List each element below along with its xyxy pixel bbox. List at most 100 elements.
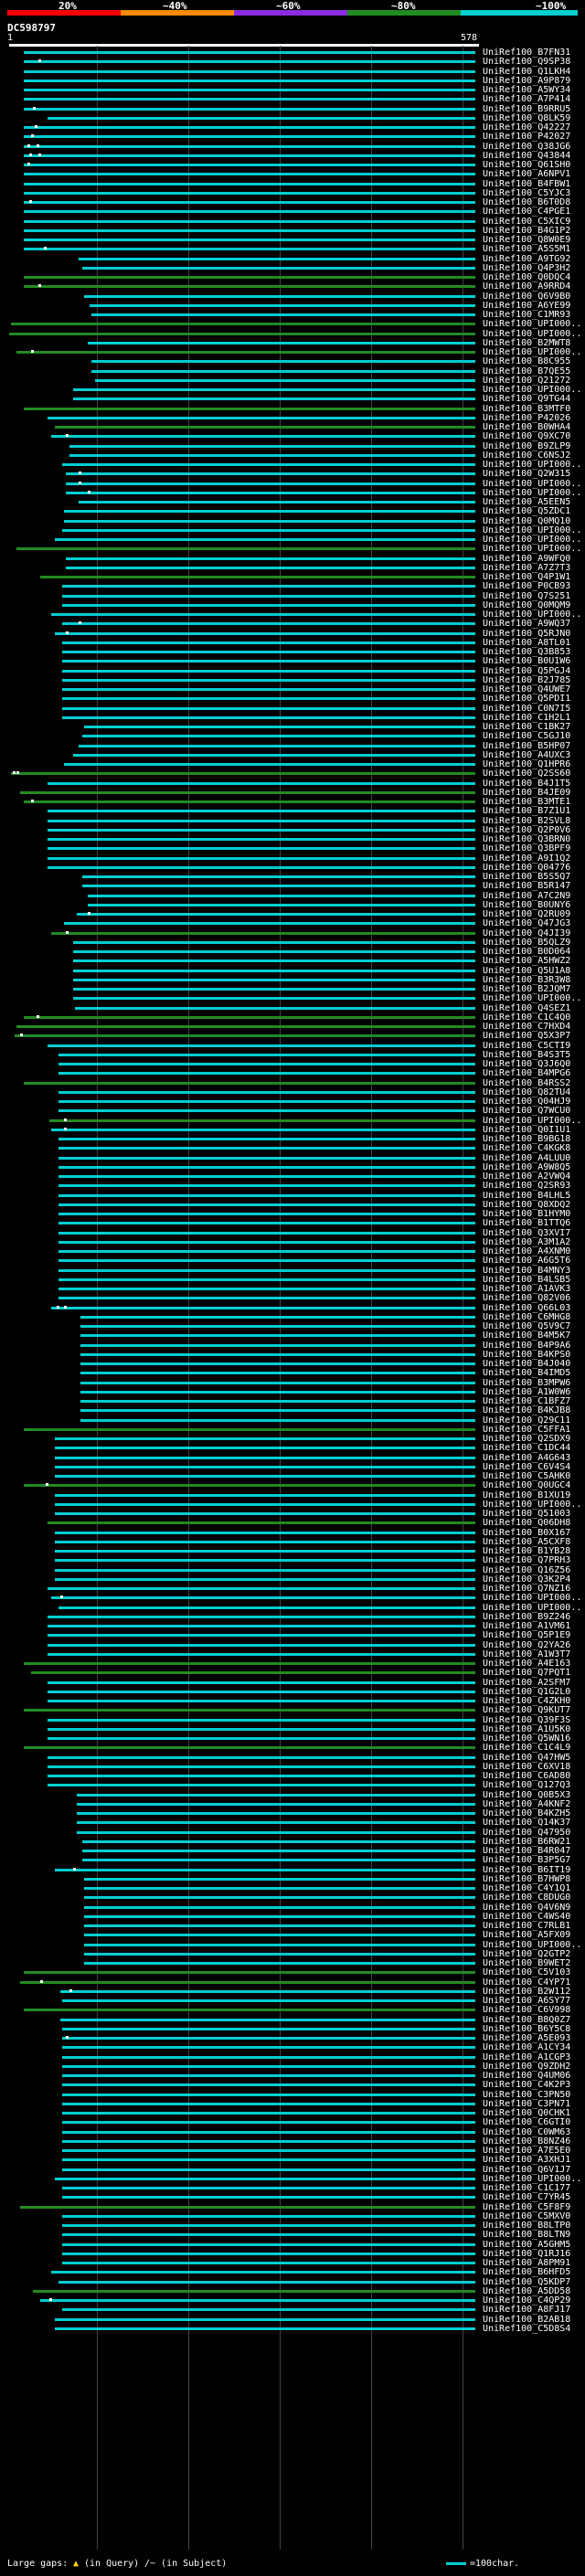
hit-label[interactable]: UniRef100_B8NZ46 (483, 2136, 571, 2147)
hit-row[interactable]: UniRef100_UPI000.. (0, 347, 585, 357)
hit-label[interactable]: UniRef100_Q43844 (483, 150, 571, 161)
hit-label[interactable]: UniRef100_C1BK27 (483, 722, 571, 732)
hit-row[interactable]: UniRef100_B6T0D8 (0, 197, 585, 207)
hit-row[interactable]: UniRef100_A8PM91 (0, 2258, 585, 2268)
hit-row[interactable]: UniRef100_Q6V9B0 (0, 292, 585, 302)
hit-label[interactable]: UniRef100_UPI000.. (483, 385, 582, 395)
hit-label[interactable]: UniRef100_A4LUU0 (483, 1152, 571, 1163)
hit-label[interactable]: UniRef100_Q7S251 (483, 590, 571, 601)
hit-label[interactable]: UniRef100_A5DD58 (483, 2285, 571, 2296)
hit-label[interactable]: UniRef100_B4MPG6 (483, 1068, 571, 1079)
hit-row[interactable]: UniRef100_Q38JG6 (0, 142, 585, 152)
hit-row[interactable]: UniRef100_Q21272 (0, 376, 585, 386)
hit-row[interactable]: UniRef100_Q4P3H2 (0, 263, 585, 273)
hit-row[interactable]: UniRef100_Q7PRH3 (0, 1555, 585, 1565)
hit-label[interactable]: UniRef100_B0U1W6 (483, 656, 571, 667)
hit-label[interactable]: UniRef100_A4E163 (483, 1659, 571, 1669)
hit-label[interactable]: UniRef100_B9BG18 (483, 1134, 571, 1144)
hit-label[interactable]: UniRef100_UPI000.. (483, 347, 582, 357)
hit-label[interactable]: UniRef100_UPI000.. (483, 478, 582, 489)
hit-row[interactable]: UniRef100_UPI000.. (0, 544, 585, 554)
hit-row[interactable]: UniRef100_A4E163 (0, 1659, 585, 1669)
hit-row[interactable]: UniRef100_A5S5M1 (0, 244, 585, 254)
hit-row[interactable]: UniRef100_B6Y5C8 (0, 2024, 585, 2034)
hit-row[interactable]: UniRef100_B6IT19 (0, 1865, 585, 1875)
hit-label[interactable]: UniRef100_C5AHK0 (483, 1471, 571, 1481)
hit-label[interactable]: UniRef100_C1C4Q0 (483, 1012, 571, 1023)
hit-row[interactable]: UniRef100_Q2SS60 (0, 769, 585, 779)
hit-row[interactable]: UniRef100_A6YE99 (0, 301, 585, 311)
hit-label[interactable]: UniRef100_B4KPS0 (483, 1349, 571, 1360)
hit-label[interactable]: UniRef100_C6XV18 (483, 1761, 571, 1772)
hit-label[interactable]: UniRef100_Q2W315 (483, 469, 571, 480)
hit-row[interactable]: UniRef100_B9Z246 (0, 1612, 585, 1622)
hit-label[interactable]: UniRef100_A6NPV1 (483, 169, 571, 180)
hit-label[interactable]: UniRef100_Q0MQM9 (483, 599, 571, 610)
hit-label[interactable]: UniRef100_Q1RJ16 (483, 2248, 571, 2259)
hit-row[interactable]: UniRef100_UPI000.. (0, 1940, 585, 1950)
hit-label[interactable]: UniRef100_C4YP71 (483, 1977, 571, 1988)
hit-label[interactable]: UniRef100_A9RRD4 (483, 281, 571, 292)
hit-label[interactable]: UniRef100_Q6V1J7 (483, 2164, 571, 2175)
hit-label[interactable]: UniRef100_Q8XDQ2 (483, 1199, 571, 1210)
hit-row[interactable]: UniRef100_Q3J6Q0 (0, 1059, 585, 1069)
hit-row[interactable]: UniRef100_C1C177 (0, 2183, 585, 2193)
hit-label[interactable]: UniRef100_A9P879 (483, 75, 571, 86)
hit-label[interactable]: UniRef100_UPI000.. (483, 1593, 582, 1604)
hit-row[interactable]: UniRef100_Q16Z56 (0, 1565, 585, 1575)
hit-label[interactable]: UniRef100_B2SVL8 (483, 815, 571, 826)
hit-label[interactable]: UniRef100_Q9XC70 (483, 431, 571, 442)
hit-label[interactable]: UniRef100_P42026 (483, 412, 571, 423)
hit-label[interactable]: UniRef100_B5HP07 (483, 740, 571, 751)
hit-label[interactable]: UniRef100_Q04HJ9 (483, 1097, 571, 1107)
hit-label[interactable]: UniRef100_B1HYM0 (483, 1209, 571, 1219)
hit-row[interactable]: UniRef100_C4KGK8 (0, 1143, 585, 1153)
hit-label[interactable]: UniRef100_A1CY34 (483, 2042, 571, 2053)
hit-label[interactable]: UniRef100_C0WM63 (483, 2126, 571, 2137)
hit-row[interactable]: UniRef100_UPI000.. (0, 535, 585, 545)
hit-row[interactable]: UniRef100_Q3B853 (0, 647, 585, 657)
hit-label[interactable]: UniRef100_A8TL01 (483, 637, 571, 648)
hit-row[interactable]: UniRef100_UPI000.. (0, 993, 585, 1003)
hit-label[interactable]: UniRef100_A5CXF8 (483, 1536, 571, 1547)
hit-row[interactable]: UniRef100_B4KPS0 (0, 1350, 585, 1360)
hit-label[interactable]: UniRef100_B4RSS2 (483, 1077, 571, 1088)
hit-row[interactable]: UniRef100_A1U5K0 (0, 1724, 585, 1734)
hit-label[interactable]: UniRef100_C3PN50 (483, 2089, 571, 2100)
hit-label[interactable]: UniRef100_Q5PGJ4 (483, 665, 571, 676)
hit-label[interactable]: UniRef100_B4M5K7 (483, 1330, 571, 1341)
hit-row[interactable]: UniRef100_A5WY34 (0, 85, 585, 95)
hit-label[interactable]: UniRef100_B9Z246 (483, 1611, 571, 1622)
hit-row[interactable]: UniRef100_Q51003 (0, 1509, 585, 1519)
hit-row[interactable]: UniRef100_B0UNY6 (0, 900, 585, 910)
hit-row[interactable]: UniRef100_A1CY34 (0, 2042, 585, 2052)
hit-label[interactable]: UniRef100_Q2P0V6 (483, 824, 571, 835)
hit-row[interactable]: UniRef100_A9WFQ0 (0, 554, 585, 564)
hit-label[interactable]: UniRef100_Q3BPF9 (483, 843, 571, 854)
hit-row[interactable]: UniRef100_C1BK27 (0, 722, 585, 732)
hit-row[interactable]: UniRef100_Q3BPF9 (0, 843, 585, 853)
hit-label[interactable]: UniRef100_UPI000.. (483, 1499, 582, 1510)
hit-label[interactable]: UniRef100_B4FBW1 (483, 178, 571, 189)
hit-row[interactable]: UniRef100_Q0I1U1 (0, 1125, 585, 1135)
hit-label[interactable]: UniRef100_B6HFD5 (483, 2267, 571, 2278)
hit-label[interactable]: UniRef100_C1H2L1 (483, 712, 571, 723)
hit-row[interactable]: UniRef100_UPI000.. (0, 460, 585, 470)
hit-row[interactable]: UniRef100_A3XHJ1 (0, 2155, 585, 2165)
hit-label[interactable]: UniRef100_Q5X3P7 (483, 1031, 571, 1042)
hit-row[interactable]: UniRef100_Q4JI39 (0, 928, 585, 938)
hit-row[interactable]: UniRef100_Q4SEZ1 (0, 1003, 585, 1013)
hit-row[interactable]: UniRef100_Q04776 (0, 863, 585, 873)
hit-label[interactable]: UniRef100_Q2SR93 (483, 1181, 571, 1192)
hit-label[interactable]: UniRef100_A9W8Q5 (483, 1161, 571, 1172)
hit-row[interactable]: UniRef100_UPI000.. (0, 479, 585, 489)
hit-row[interactable]: UniRef100_C5XIC9 (0, 217, 585, 227)
hit-row[interactable]: UniRef100_Q127Q3 (0, 1780, 585, 1790)
hit-row[interactable]: UniRef100_Q2P0V6 (0, 825, 585, 835)
hit-row[interactable]: UniRef100_A9P879 (0, 76, 585, 86)
hit-label[interactable]: UniRef100_C6GTI0 (483, 2117, 571, 2128)
hit-row[interactable]: UniRef100_B4KZH5 (0, 1808, 585, 1818)
hit-row[interactable]: UniRef100_B4J040 (0, 1359, 585, 1369)
hit-row[interactable]: UniRef100_A3M1A2 (0, 1237, 585, 1247)
hit-row[interactable]: UniRef100_Q9KUT7 (0, 1705, 585, 1715)
